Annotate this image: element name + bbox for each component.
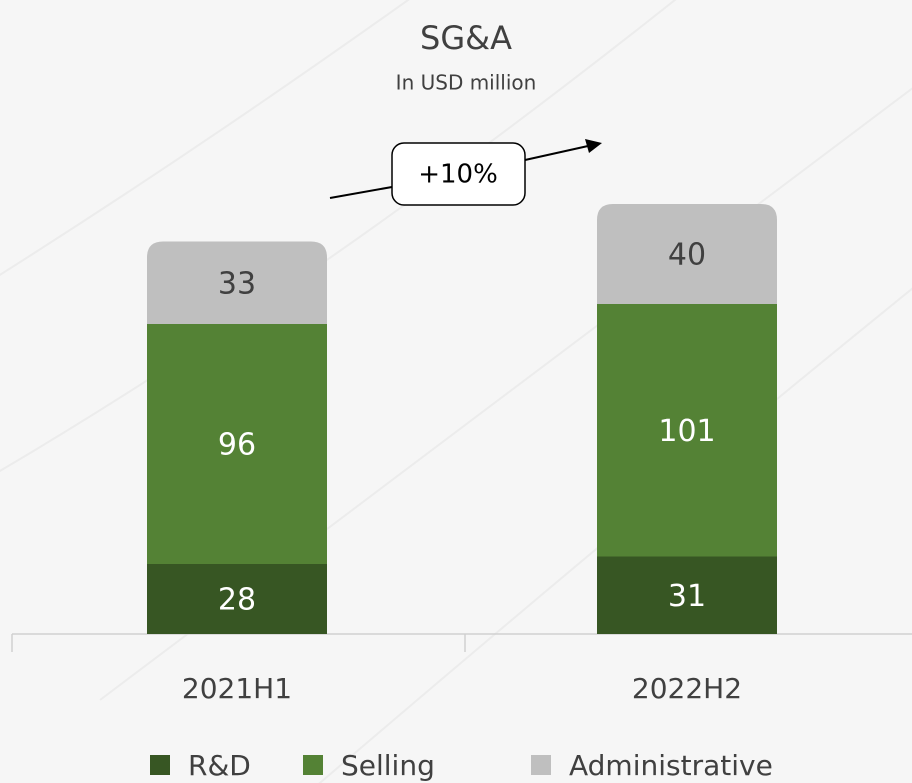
- data-label: 96: [218, 428, 256, 463]
- annotation: +10%: [418, 160, 498, 190]
- arrow-line: [524, 145, 589, 161]
- data-label: 31: [668, 579, 706, 614]
- legend-swatch: [303, 755, 323, 775]
- data-label: 101: [658, 414, 715, 449]
- bar-segment: [147, 564, 327, 634]
- legend-label: R&D: [188, 749, 251, 782]
- data-label: 40: [668, 238, 706, 273]
- x-tick-label: 2022H2: [632, 672, 742, 705]
- legend-label: Selling: [341, 749, 435, 782]
- arrow-line: [329, 186, 393, 199]
- annotation-box: [391, 142, 526, 206]
- bar-segment: [147, 241, 327, 324]
- data-label: 28: [218, 583, 256, 618]
- data-label: 33: [218, 266, 256, 301]
- legend-swatch: [531, 755, 551, 775]
- arrow-head: [585, 139, 602, 153]
- bar-segment: [597, 304, 777, 557]
- bar-segment: [147, 324, 327, 564]
- x-tick-label: 2021H1: [182, 672, 292, 705]
- chart-subtitle: In USD million: [396, 71, 537, 95]
- legend-label: Administrative: [569, 749, 773, 782]
- chart-title: SG&A: [420, 19, 512, 57]
- bar-segment: [597, 556, 777, 634]
- legend-swatch: [150, 755, 170, 775]
- bar-segment: [597, 204, 777, 304]
